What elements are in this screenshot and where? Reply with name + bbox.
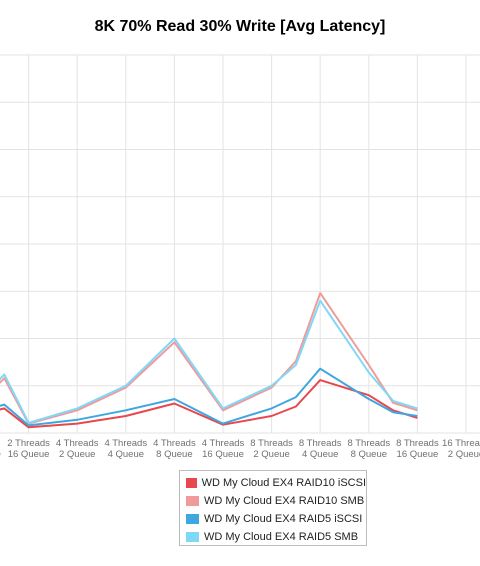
x-tick-label: 8 Queue <box>351 449 387 460</box>
series-line <box>0 367 418 427</box>
series-line <box>0 299 418 424</box>
x-tick-label: 8 Threads <box>299 438 342 449</box>
x-tick-label: 4 Threads <box>56 438 99 449</box>
x-tick-label: 16 Queue <box>0 449 1 460</box>
x-tick-label: 16 Queue <box>397 449 439 460</box>
x-tick-label: 4 Threads <box>202 438 245 449</box>
chart-legend: WD My Cloud EX4 RAID10 iSCSI WD My Cloud … <box>179 470 367 546</box>
x-tick-label: 8 Threads <box>347 438 390 449</box>
x-tick-label: 2 Threads <box>7 438 50 449</box>
x-tick-label: 8 Threads <box>396 438 439 449</box>
legend-item[interactable]: WD My Cloud EX4 RAID5 iSCSI <box>186 510 366 528</box>
x-tick-label: 4 Threads <box>104 438 147 449</box>
legend-label: WD My Cloud EX4 RAID5 iSCSI <box>204 513 363 525</box>
x-tick-label: 16 Threads <box>442 438 480 449</box>
x-tick-label: 16 Queue <box>8 449 50 460</box>
legend-swatch <box>186 496 199 506</box>
legend-label: WD My Cloud EX4 RAID10 SMB <box>204 495 365 507</box>
x-tick-label: 8 Threads <box>250 438 293 449</box>
x-tick-label: 2 Queue <box>253 449 289 460</box>
x-tick-label: 2 Queue <box>448 449 480 460</box>
x-tick-label: 2 Queue <box>59 449 95 460</box>
legend-item[interactable]: WD My Cloud EX4 RAID10 SMB <box>186 492 366 510</box>
chart-grid <box>0 54 480 434</box>
series-line <box>0 292 418 425</box>
legend-label: WD My Cloud EX4 RAID10 iSCSI <box>201 477 366 489</box>
legend-item[interactable]: WD My Cloud EX4 RAID5 SMB <box>186 528 366 546</box>
x-tick-label: 16 Queue <box>202 449 244 460</box>
x-tick-label: 4 Threads <box>153 438 196 449</box>
chart-series <box>0 292 418 429</box>
legend-swatch <box>186 478 197 488</box>
chart-title: 8K 70% Read 30% Write [Avg Latency] <box>94 18 386 35</box>
x-tick-label: 8 Queue <box>156 449 192 460</box>
legend-label: WD My Cloud EX4 RAID5 SMB <box>204 531 359 543</box>
x-tick-label: 4 Queue <box>108 449 144 460</box>
legend-swatch <box>186 514 199 524</box>
series-line <box>0 379 418 429</box>
legend-swatch <box>186 532 199 542</box>
legend-item[interactable]: WD My Cloud EX4 RAID10 iSCSI <box>186 474 366 492</box>
x-tick-label: 4 Queue <box>302 449 338 460</box>
